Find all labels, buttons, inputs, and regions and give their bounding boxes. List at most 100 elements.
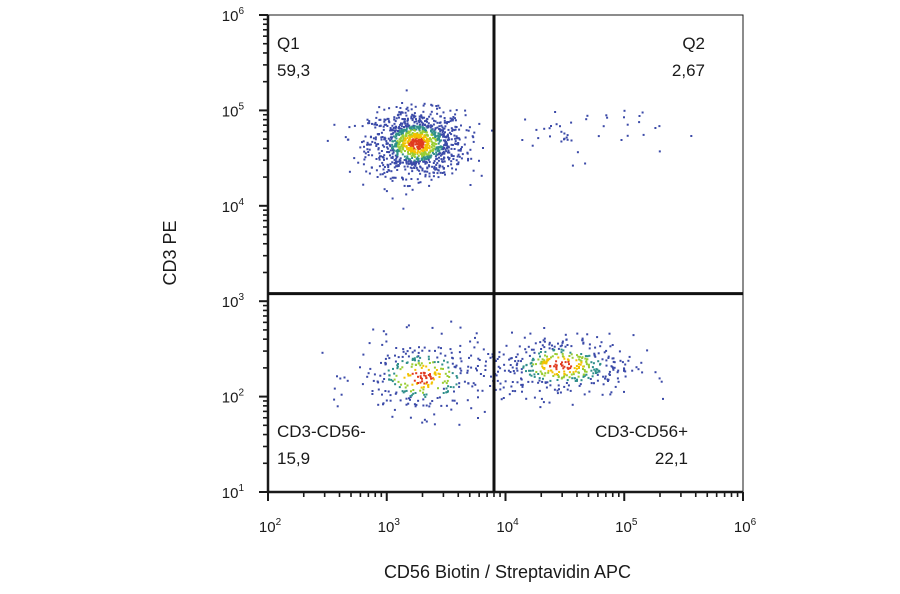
data-point [469,340,472,343]
data-point [458,351,461,354]
data-point [389,177,392,180]
data-point [618,350,621,353]
data-point [371,140,374,143]
data-point [425,381,428,384]
data-point [527,345,530,348]
data-point [458,137,461,140]
data-point [382,402,385,405]
data-point [410,146,412,149]
data-point [509,364,512,366]
data-point [423,382,426,385]
data-point [447,390,449,393]
data-point [412,129,415,132]
data-point [454,117,456,120]
data-point [399,111,402,114]
data-point [428,161,431,163]
data-point [426,155,429,158]
data-point [425,141,428,144]
data-point [394,127,397,130]
data-point [396,367,399,370]
data-point [398,160,400,163]
data-point [372,379,375,382]
data-point [412,148,415,151]
data-point [451,119,454,122]
data-point [537,358,540,361]
data-point [406,140,409,143]
data-point [417,375,419,378]
data-point [415,364,417,366]
data-point [414,392,417,394]
data-point [576,332,579,335]
data-point [499,367,502,370]
data-point [450,160,453,163]
data-point [524,348,527,351]
x-axis-title: CD56 Biotin / Streptavidin APC [384,562,631,582]
data-point [436,126,439,129]
data-point [499,382,502,385]
data-point [448,158,450,161]
data-point [378,133,380,135]
data-point [385,333,388,336]
data-point [582,365,585,368]
data-point [449,386,452,388]
data-point [384,175,387,178]
data-point [395,135,398,137]
data-point [370,166,373,169]
data-point [436,121,439,124]
data-point [603,351,606,354]
data-point [428,405,431,408]
data-point [370,135,372,138]
data-point [416,122,419,125]
data-point [497,370,499,373]
data-point [431,151,434,154]
data-point [473,131,476,134]
data-point [423,156,426,159]
data-point [419,123,421,126]
data-point [563,370,566,373]
data-point [399,127,402,130]
data-point [437,169,440,172]
data-point [419,364,422,367]
data-point [585,360,588,363]
data-point [540,397,543,400]
data-point [421,128,424,131]
data-point [565,374,568,377]
data-point [446,133,449,136]
data-point [410,103,413,106]
data-point [596,379,599,382]
data-point [548,401,551,404]
data-point [631,369,634,372]
data-point [542,377,544,380]
data-point [445,144,448,147]
data-point [441,131,444,134]
data-point [423,131,426,134]
data-point [380,131,383,134]
data-point [374,138,377,141]
data-point [539,341,542,344]
data-point [447,151,449,154]
data-point [419,376,422,379]
data-point [599,363,601,366]
data-point [571,403,574,406]
data-point [366,148,369,151]
data-point [421,167,424,170]
data-point [377,148,380,151]
data-point [497,365,500,368]
data-point [454,128,457,131]
data-point [411,117,414,120]
data-point [410,117,413,120]
data-point [551,355,554,358]
data-point [616,371,619,374]
data-point [404,390,406,393]
data-point [379,124,382,127]
data-point [440,129,443,132]
data-point [409,398,411,401]
data-point [445,141,448,143]
data-point [431,128,434,131]
data-point [407,130,410,133]
data-point [375,169,378,172]
data-point [531,359,534,362]
data-point [442,111,445,114]
y-tick-label: 106 [222,6,245,25]
data-point [594,370,597,373]
